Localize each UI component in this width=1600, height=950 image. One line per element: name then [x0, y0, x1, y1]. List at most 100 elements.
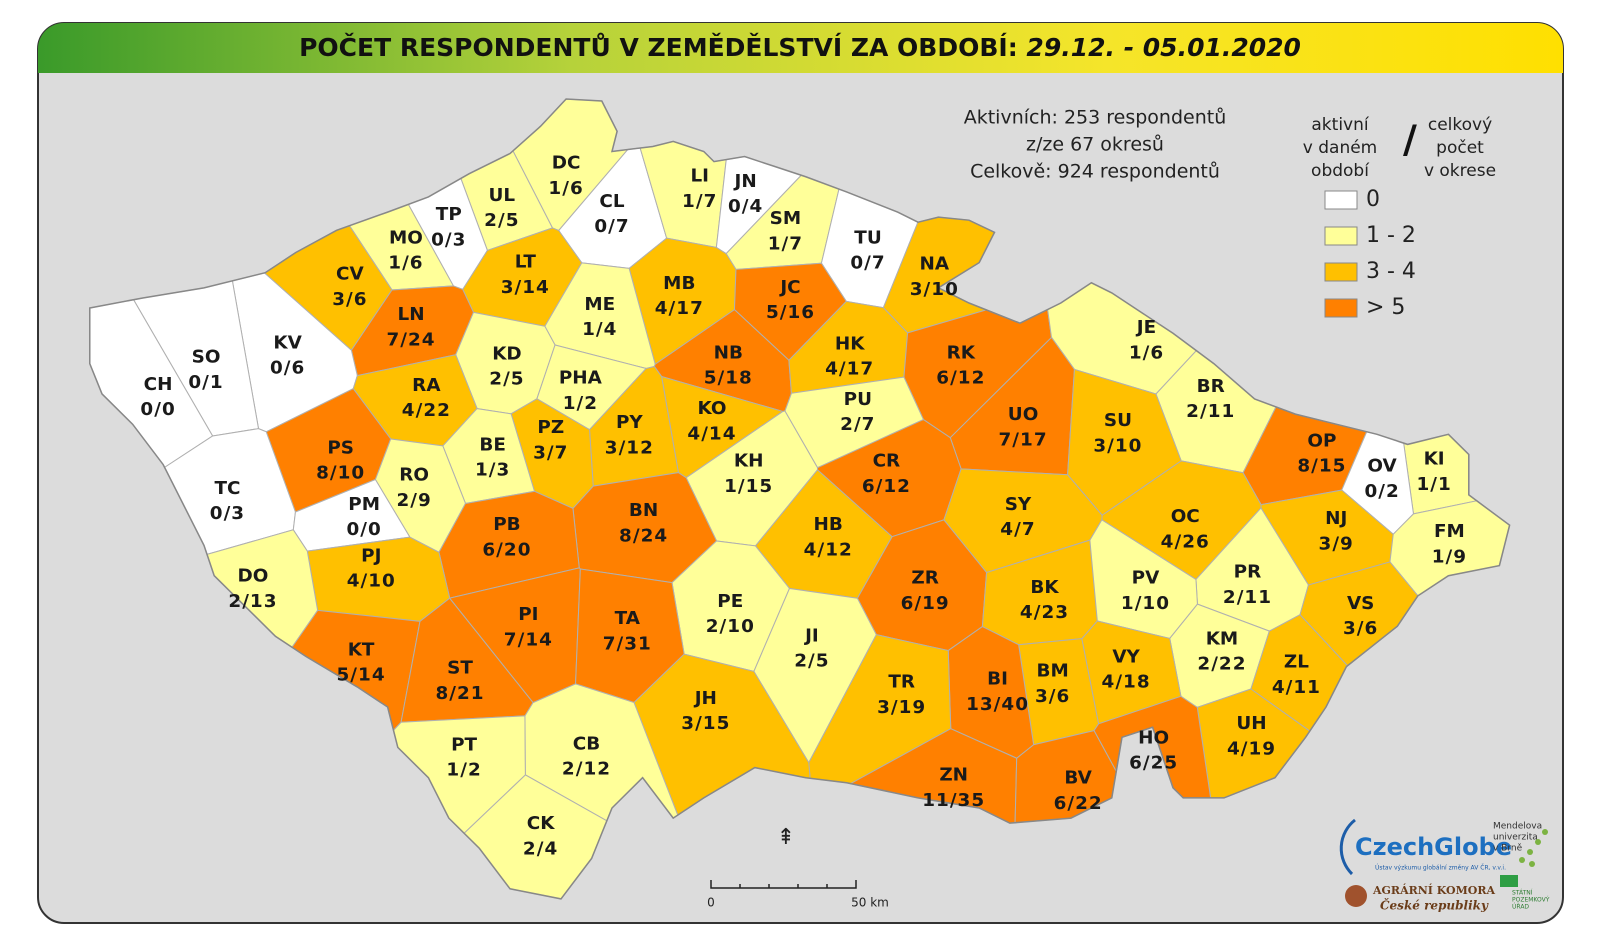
district-value: 3/14 — [501, 277, 550, 298]
district-value: 0/7 — [594, 216, 629, 237]
district-value: 0/3 — [431, 229, 466, 250]
district-value: 1/15 — [724, 476, 773, 497]
legend-right-title: v okrese — [1424, 161, 1496, 181]
district-code: JI — [803, 625, 819, 646]
district-code: PS — [327, 437, 354, 458]
title: POČET RESPONDENTŮ V ZEMĚDĚLSTVÍ ZA OBDOB… — [299, 32, 1301, 62]
district-value: 6/19 — [901, 593, 950, 614]
district-value: 1/2 — [446, 760, 481, 781]
district-code: OV — [1367, 456, 1397, 477]
district-code: CV — [336, 264, 365, 285]
district-code: ST — [447, 658, 473, 679]
logo-spu-icon — [1500, 875, 1518, 887]
district-value: 4/23 — [1020, 602, 1069, 623]
district-value: 1/1 — [1416, 474, 1451, 495]
district-code: PB — [493, 514, 520, 535]
district-code: UL — [489, 185, 516, 206]
district-value: 2/5 — [484, 210, 519, 231]
logo-agrarni: AGRÁRNÍ KOMORA — [1372, 883, 1496, 897]
district-code: RO — [399, 465, 429, 486]
district-code: DC — [552, 153, 581, 174]
legend-separator: / — [1403, 118, 1417, 162]
district-value: 6/22 — [1054, 793, 1103, 814]
logo-agrarni-icon — [1345, 885, 1367, 907]
district-code: LT — [515, 252, 537, 273]
legend-swatch — [1324, 226, 1358, 246]
legend-label: 1 - 2 — [1366, 223, 1416, 248]
district-value: 4/7 — [1000, 519, 1035, 540]
district-code: VS — [1347, 593, 1374, 614]
district-code: HK — [835, 333, 865, 354]
district-value: 13/40 — [966, 694, 1029, 715]
district-value: 7/17 — [999, 429, 1048, 450]
district-value: 3/7 — [533, 443, 568, 464]
district-code: VY — [1112, 647, 1140, 668]
district-value: 3/12 — [605, 437, 654, 458]
district-value: 2/7 — [840, 414, 875, 435]
district-code: BM — [1037, 661, 1069, 682]
district-value: 8/10 — [316, 463, 365, 484]
district-code: ZN — [939, 765, 968, 786]
district-value: 3/19 — [877, 697, 926, 718]
district-value: 4/10 — [347, 571, 396, 592]
district-code: PZ — [537, 417, 564, 438]
district-code: FM — [1434, 521, 1465, 542]
logo-spu: POZEMKOVÝ — [1512, 897, 1550, 904]
district-value: 2/10 — [706, 616, 755, 637]
district-code: KD — [492, 344, 521, 365]
district-code: UH — [1236, 713, 1266, 734]
district-code: TC — [214, 478, 240, 499]
district-value: 1/7 — [768, 233, 803, 254]
district-value: 1/10 — [1121, 593, 1170, 614]
legend-swatch — [1324, 298, 1358, 318]
legend-left-title: období — [1311, 161, 1370, 181]
district-code: PE — [717, 591, 743, 612]
district-value: 2/11 — [1186, 401, 1235, 422]
district-value: 4/22 — [402, 400, 451, 421]
district-value: 3/6 — [1035, 686, 1070, 707]
district-code: HB — [814, 514, 843, 535]
scale-line — [710, 880, 857, 889]
district-code: LI — [690, 166, 709, 187]
country-border — [88, 98, 1511, 900]
district-labels: DC 1/6 UL 2/5 TP 0/3 CL 0/7 LI 1/7 JN 0/4 SM 1/7 TU 0/7… — [140, 153, 1466, 860]
district-code: SO — [192, 347, 221, 368]
district-value: 0/1 — [188, 372, 223, 393]
district-value: 8/21 — [435, 683, 484, 704]
logo-spu: STÁTNÍ — [1512, 890, 1533, 897]
logo-mendelu: Mendelova — [1493, 822, 1542, 832]
district-code: PR — [1234, 562, 1262, 583]
district-value: 6/25 — [1129, 753, 1178, 774]
district-value: 6/20 — [482, 540, 531, 561]
logo-czechglobe-sub: Ústav výzkumu globální změny AV ČR, v.v.… — [1375, 865, 1506, 872]
district-code: BI — [987, 669, 1008, 690]
legend-swatch — [1324, 262, 1358, 282]
district-code: SU — [1104, 410, 1132, 431]
district-code: CK — [527, 813, 556, 834]
logo-arc — [1339, 818, 1356, 876]
district-code: BR — [1197, 376, 1225, 397]
district-value: 0/0 — [140, 399, 175, 420]
district-code: ME — [584, 294, 615, 315]
title-main: POČET RESPONDENTŮ V ZEMĚDĚLSTVÍ ZA OBDOB… — [299, 32, 1018, 62]
district-value: 3/10 — [910, 279, 959, 300]
district-value: 4/11 — [1272, 677, 1321, 698]
district-value: 0/2 — [1364, 481, 1399, 502]
district-code: SM — [770, 208, 801, 229]
district-value: 2/12 — [562, 759, 611, 780]
district-code: ZR — [911, 568, 938, 589]
district-code: NB — [714, 343, 743, 364]
district-value: 4/18 — [1102, 672, 1151, 693]
legend-left-title: aktivní — [1311, 115, 1369, 135]
district-code: KH — [734, 451, 764, 472]
district-value: 4/17 — [825, 359, 874, 380]
district-value: 1/3 — [475, 460, 510, 481]
district-code: CR — [873, 451, 901, 472]
district-code: PJ — [361, 546, 381, 567]
logo-mendelu: v Brně — [1493, 844, 1523, 854]
summary-line: z/ze 67 okresů — [1026, 134, 1164, 156]
district-value: 3/6 — [332, 289, 367, 310]
district-code: JH — [693, 688, 717, 709]
district-code: CB — [573, 733, 600, 754]
